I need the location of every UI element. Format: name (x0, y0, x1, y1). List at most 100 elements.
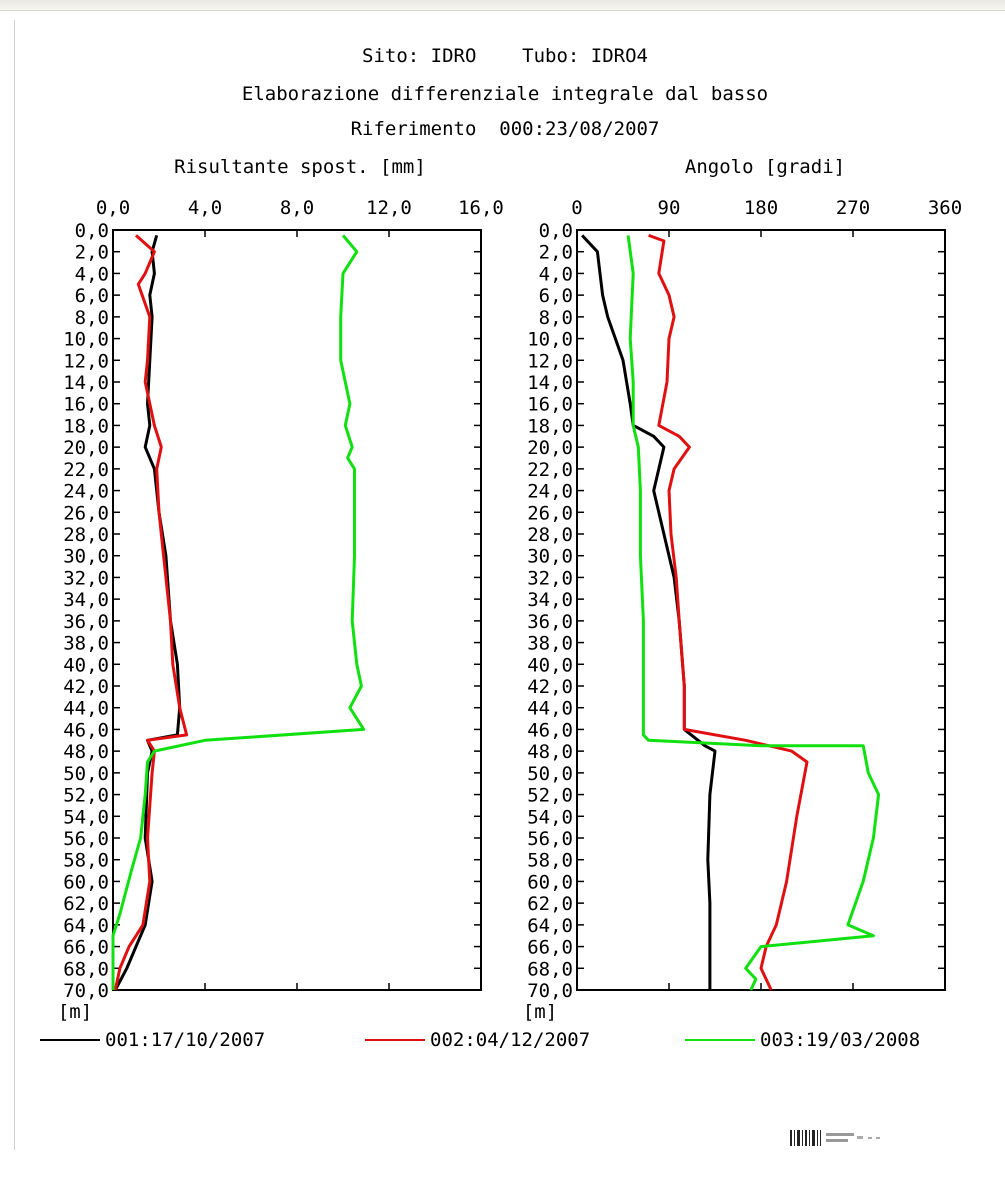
plot-frame (576, 229, 946, 991)
y-tick-label: 58,0 (63, 850, 109, 872)
chart2-title: Angolo [gradi] (685, 156, 845, 178)
title-line-3: Riferimento 000:23/08/2007 (351, 118, 660, 140)
y-tick-label: 64,0 (527, 915, 573, 937)
x-tick-label: 8,0 (280, 197, 314, 219)
y-tick-label: 46,0 (527, 719, 573, 741)
y-tick-label: 68,0 (527, 958, 573, 980)
y-tick-label: 16,0 (527, 394, 573, 416)
y-tick-label: 50,0 (527, 763, 573, 785)
y-tick-label: 48,0 (527, 741, 573, 763)
series-line-2 (648, 233, 809, 991)
x-tick-label: 180 (744, 197, 778, 219)
legend-label-002: 002:04/12/2007 (430, 1029, 590, 1051)
y-tick-label: 0,0 (75, 220, 109, 242)
y-tick-label: 12,0 (63, 350, 109, 372)
y-tick-label: 60,0 (527, 871, 573, 893)
angle-panel: 0 90 180 270 3600,02,04,06,08,010,012,014,01… (527, 197, 962, 1002)
y-tick-label: 66,0 (63, 937, 109, 959)
y-tick-label: 56,0 (527, 828, 573, 850)
y-tick-label: 68,0 (63, 958, 109, 980)
depth-unit-label-left: [m] (58, 1001, 92, 1023)
legend: 001:17/10/2007 002:04/12/2007 003:19/03/… (40, 1029, 920, 1051)
y-tick-label: 4,0 (75, 263, 109, 285)
y-tick-label: 0,0 (539, 220, 573, 242)
y-tick-label: 32,0 (63, 567, 109, 589)
series-line-3 (626, 235, 881, 991)
y-tick-label: 14,0 (63, 372, 109, 394)
y-tick-label: 22,0 (63, 459, 109, 481)
y-tick-label: 30,0 (63, 546, 109, 568)
series-line-3 (111, 234, 366, 990)
y-tick-label: 44,0 (63, 698, 109, 720)
window-top-bar (0, 0, 1005, 11)
y-tick-label: 54,0 (63, 806, 109, 828)
y-tick-label: 40,0 (527, 654, 573, 676)
y-tick-label: 4,0 (539, 263, 573, 285)
y-tick-label: 24,0 (63, 481, 109, 503)
y-tick-label: 34,0 (63, 589, 109, 611)
displacement-panel: 0,0 4,0 8,0 12,0 16,00,02,04,06,08,010,012,0… (63, 197, 504, 1002)
y-tick-label: 30,0 (527, 546, 573, 568)
title-line-1: Sito: IDRO Tubo: IDRO4 (362, 45, 648, 67)
y-tick-label: 50,0 (63, 763, 109, 785)
y-tick-label: 70,0 (63, 980, 109, 1002)
y-tick-label: 56,0 (63, 828, 109, 850)
y-tick-label: 32,0 (527, 567, 573, 589)
y-tick-label: 38,0 (63, 633, 109, 655)
y-tick-label: 36,0 (63, 611, 109, 633)
y-tick-label: 54,0 (527, 806, 573, 828)
y-tick-label: 18,0 (527, 415, 573, 437)
y-tick-label: 8,0 (539, 307, 573, 329)
y-tick-label: 66,0 (527, 937, 573, 959)
y-tick-label: 14,0 (527, 372, 573, 394)
legend-label-001: 001:17/10/2007 (105, 1029, 265, 1051)
series-line-1 (581, 234, 717, 990)
legend-label-003: 003:19/03/2008 (760, 1029, 920, 1051)
title-line-2: Elaborazione differenziale integrale dal… (242, 83, 768, 105)
y-tick-label: 64,0 (63, 915, 109, 937)
x-tick-label: 360 (928, 197, 962, 219)
y-tick-label: 60,0 (63, 871, 109, 893)
y-tick-label: 6,0 (539, 285, 573, 307)
y-tick-label: 2,0 (539, 242, 573, 264)
y-tick-label: 58,0 (527, 850, 573, 872)
window-left-border (14, 20, 15, 1150)
y-tick-label: 18,0 (63, 415, 109, 437)
y-tick-label: 52,0 (63, 785, 109, 807)
y-tick-label: 10,0 (63, 329, 109, 351)
y-tick-label: 20,0 (63, 437, 109, 459)
y-tick-label: 2,0 (75, 242, 109, 264)
y-tick-label: 24,0 (527, 481, 573, 503)
y-tick-label: 28,0 (527, 524, 573, 546)
x-tick-label: 12,0 (366, 197, 412, 219)
x-tick-label: 0,0 (96, 197, 130, 219)
y-tick-label: 34,0 (527, 589, 573, 611)
x-tick-label: 4,0 (188, 197, 222, 219)
y-tick-label: 48,0 (63, 741, 109, 763)
y-tick-label: 38,0 (527, 633, 573, 655)
x-tick-label: 0 (571, 197, 582, 219)
depth-unit-label-right: [m] (523, 1001, 557, 1023)
y-tick-label: 62,0 (63, 893, 109, 915)
y-tick-label: 70,0 (527, 980, 573, 1002)
barcode-logo (790, 1130, 880, 1146)
y-tick-label: 26,0 (527, 502, 573, 524)
chart1-title: Risultante spost. [mm] (174, 156, 426, 178)
y-tick-label: 42,0 (527, 676, 573, 698)
series-line-2 (113, 234, 189, 991)
x-tick-label: 90 (658, 197, 681, 219)
y-tick-label: 22,0 (527, 459, 573, 481)
x-tick-label: 270 (836, 197, 870, 219)
y-tick-label: 20,0 (527, 437, 573, 459)
y-tick-label: 6,0 (75, 285, 109, 307)
y-tick-label: 26,0 (63, 502, 109, 524)
y-tick-label: 40,0 (63, 654, 109, 676)
x-tick-label: 16,0 (458, 197, 504, 219)
y-tick-label: 10,0 (527, 329, 573, 351)
y-tick-label: 46,0 (63, 719, 109, 741)
y-tick-label: 28,0 (63, 524, 109, 546)
y-tick-label: 42,0 (63, 676, 109, 698)
y-tick-label: 8,0 (75, 307, 109, 329)
y-tick-label: 52,0 (527, 785, 573, 807)
